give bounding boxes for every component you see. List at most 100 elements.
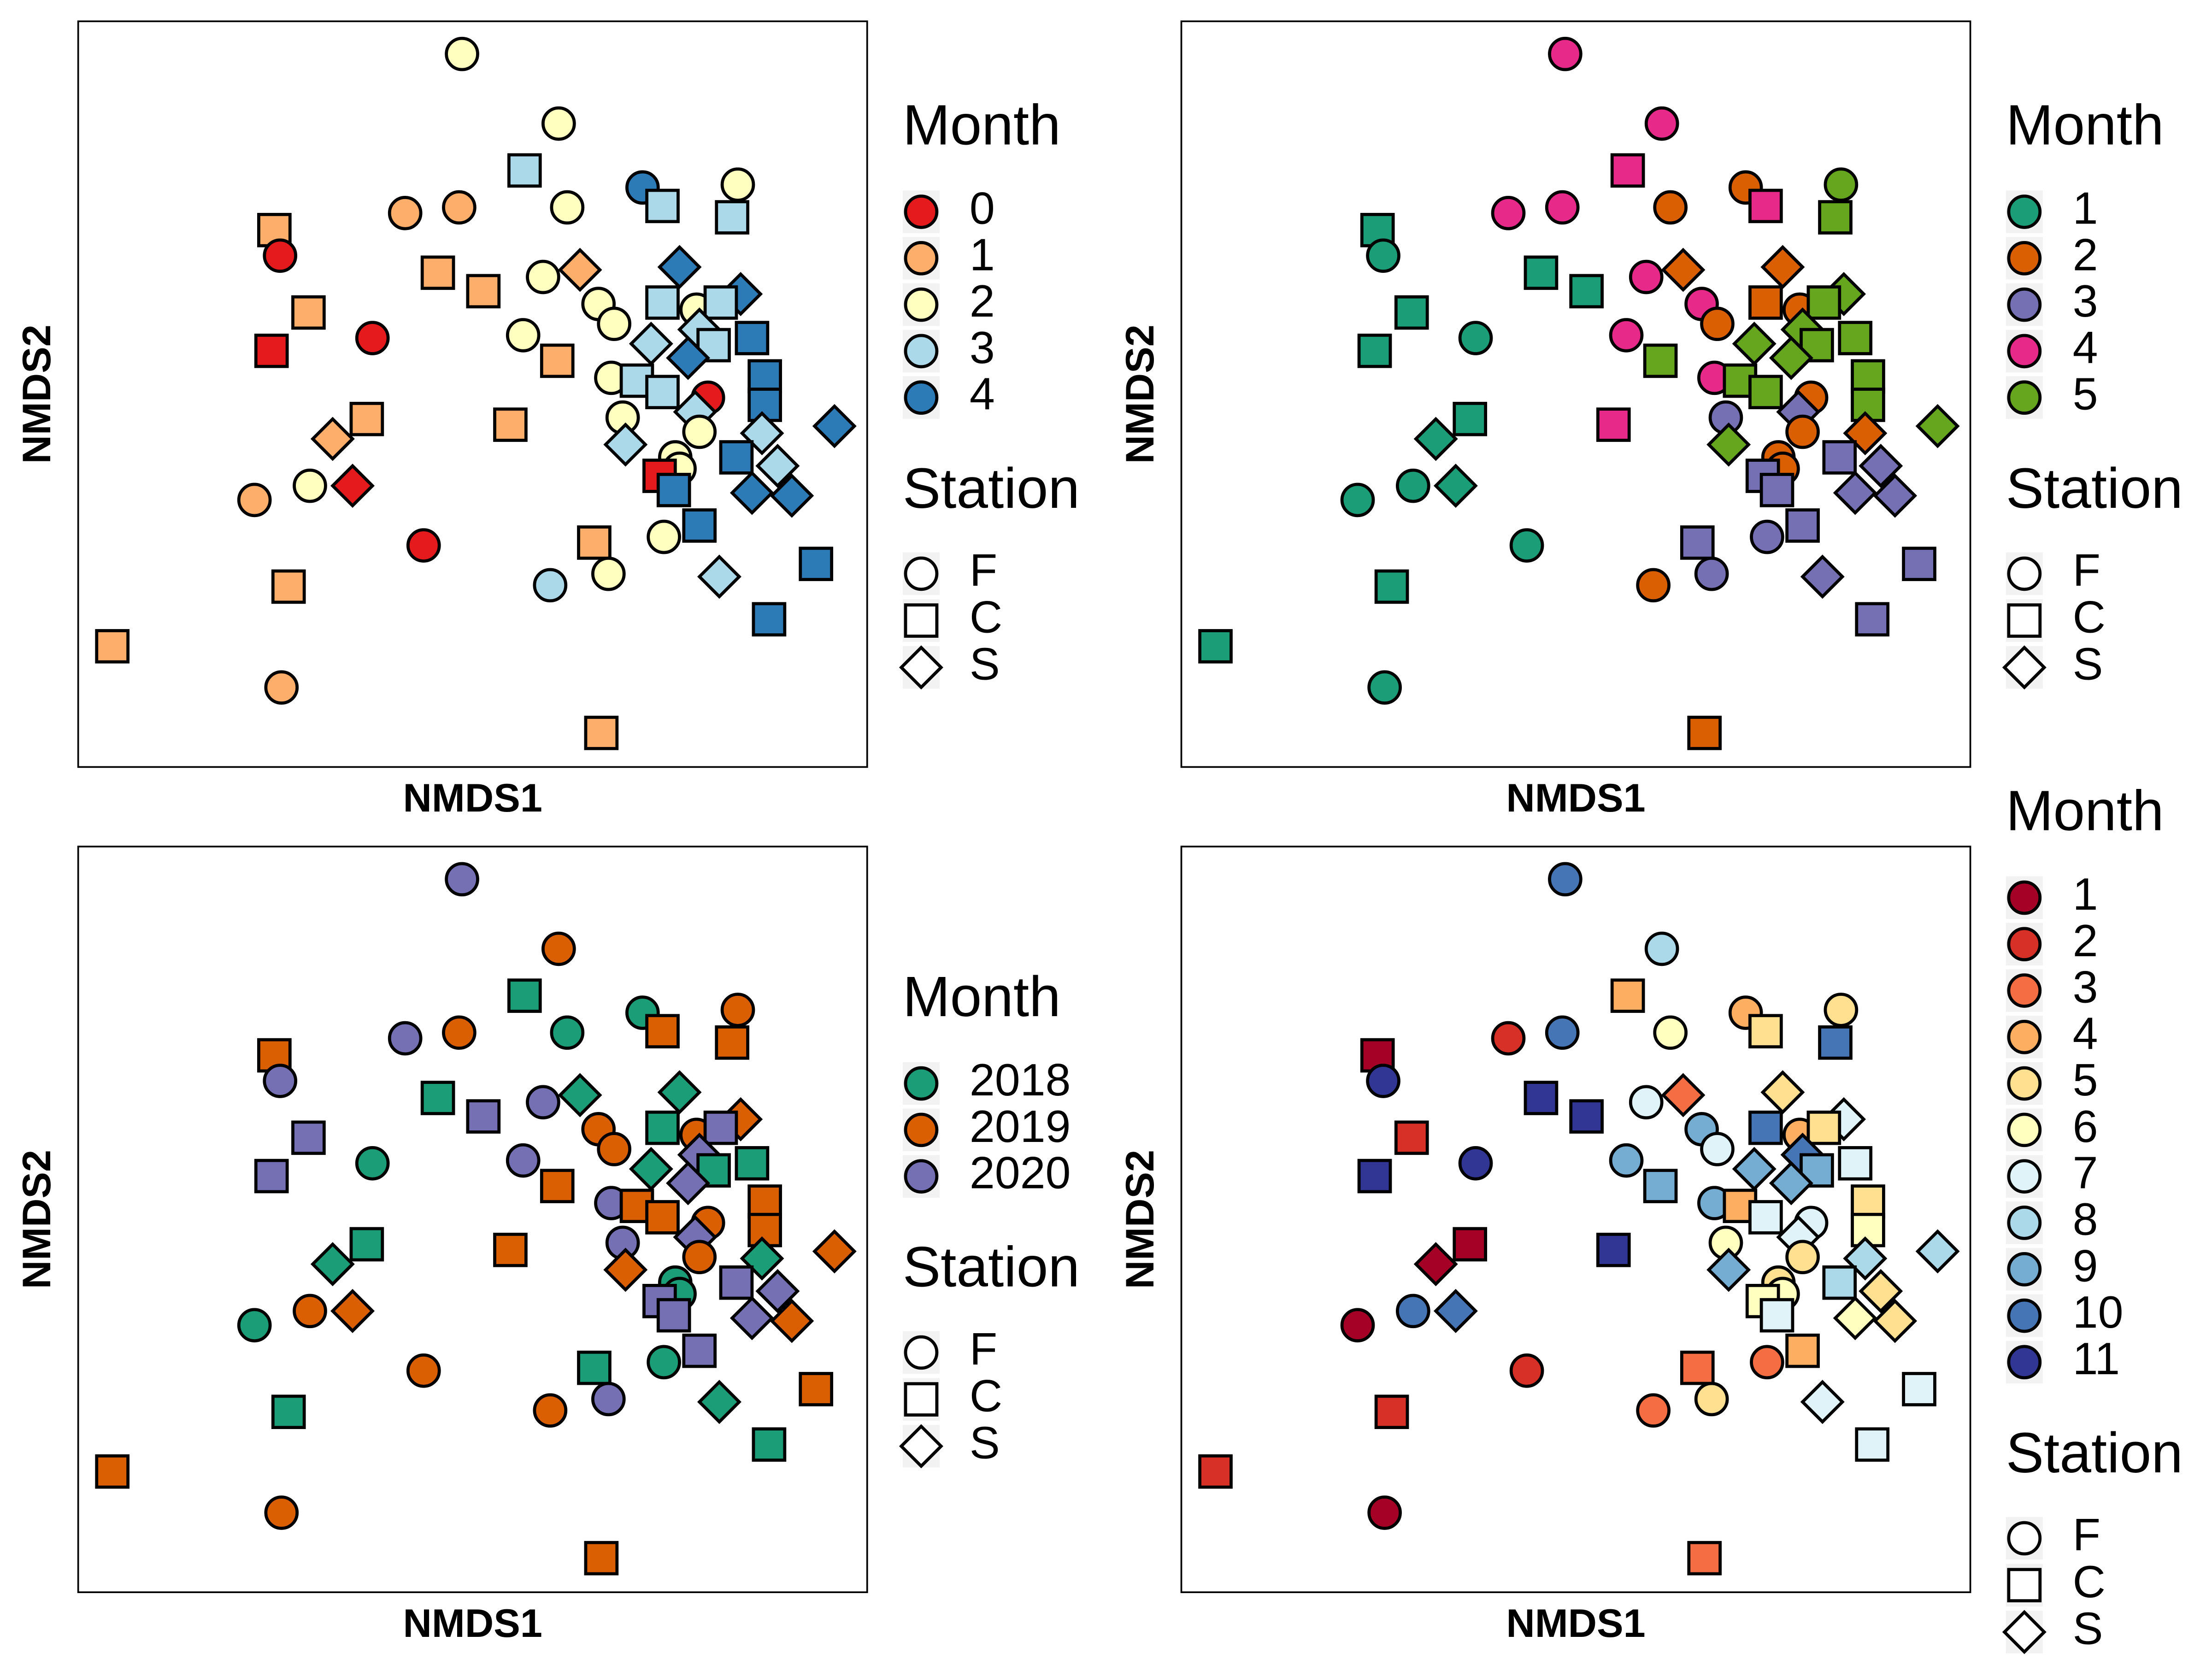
legend-label: F — [970, 545, 997, 595]
point — [719, 1265, 754, 1300]
legend-label: 11 — [2073, 1333, 2120, 1384]
point — [1413, 417, 1458, 461]
point — [682, 1333, 717, 1368]
point — [293, 468, 327, 503]
point — [603, 1247, 648, 1292]
legend-label: C — [970, 1371, 1002, 1421]
legend-label: C — [2073, 1556, 2106, 1607]
legend-label: 9 — [2073, 1240, 2098, 1291]
legend-swatch — [2007, 194, 2042, 229]
point — [666, 335, 711, 380]
legend-shape — [904, 556, 939, 591]
point — [1367, 670, 1402, 705]
point — [264, 670, 299, 705]
point — [1748, 188, 1783, 224]
legend-shape — [904, 1382, 939, 1417]
legend-swatch — [2007, 287, 2042, 322]
point — [541, 931, 576, 966]
point — [1366, 238, 1400, 273]
point — [1700, 306, 1735, 341]
legend-label: F — [2073, 545, 2100, 595]
point — [1636, 1393, 1671, 1428]
legend-label: S — [2073, 638, 2103, 689]
point — [271, 1394, 306, 1429]
point — [591, 1382, 626, 1417]
plot-panel — [1180, 20, 1971, 768]
point — [541, 106, 576, 141]
point — [406, 528, 441, 563]
point — [1357, 1159, 1392, 1194]
point — [1524, 255, 1559, 290]
point — [1855, 1427, 1890, 1462]
point — [1838, 321, 1873, 355]
point — [1509, 1353, 1544, 1388]
legend-label: 2 — [2073, 229, 2098, 280]
point — [1545, 190, 1580, 225]
legend-swatch — [2007, 927, 2042, 962]
point — [729, 471, 774, 515]
point — [493, 1233, 528, 1267]
legend-label: C — [970, 592, 1002, 642]
point — [1394, 295, 1429, 330]
point — [1785, 508, 1820, 543]
point — [1818, 200, 1853, 235]
point — [729, 1296, 774, 1341]
point — [703, 1110, 738, 1145]
legend-swatch — [2007, 1298, 2042, 1333]
point — [1491, 1021, 1526, 1056]
point — [540, 1169, 575, 1203]
point — [1759, 473, 1794, 507]
point — [506, 1143, 541, 1178]
legend-label: 1 — [2073, 869, 2098, 919]
legend-title: Month — [2006, 93, 2164, 157]
legend-label: 2018 — [970, 1054, 1071, 1105]
point — [330, 1288, 375, 1333]
point — [1694, 1382, 1729, 1417]
point — [603, 422, 648, 467]
legend-shape — [2007, 1568, 2042, 1603]
point — [526, 259, 560, 294]
legend-shape — [2007, 1521, 2042, 1556]
point — [666, 1161, 711, 1206]
point — [1458, 321, 1493, 355]
legend-swatch — [904, 380, 939, 415]
legend-swatch — [2007, 1066, 2042, 1101]
x-axis-label: NMDS1 — [1506, 1601, 1645, 1646]
point — [747, 1184, 782, 1219]
point — [1643, 1169, 1678, 1203]
point — [558, 1073, 602, 1118]
legend-label: 2 — [970, 276, 995, 326]
point — [1661, 1073, 1706, 1118]
point — [1524, 1081, 1559, 1115]
point — [1453, 401, 1488, 436]
point — [406, 1353, 441, 1388]
point — [715, 1025, 750, 1060]
point — [1759, 1298, 1794, 1333]
point — [752, 602, 787, 637]
point — [420, 255, 455, 290]
point — [1198, 629, 1233, 664]
point — [1609, 1143, 1644, 1178]
legend-title: Station — [903, 1235, 1080, 1299]
legend-title: Station — [903, 457, 1080, 520]
point — [1367, 1495, 1402, 1530]
point — [1433, 1288, 1478, 1333]
legend-shape — [899, 645, 943, 690]
point — [264, 1495, 299, 1530]
point — [95, 1454, 130, 1489]
point — [1413, 1242, 1458, 1287]
point — [1661, 247, 1706, 292]
point — [597, 306, 631, 341]
legend-swatch — [2007, 380, 2042, 415]
point — [1548, 36, 1583, 71]
point — [1340, 1308, 1375, 1342]
point — [735, 321, 770, 355]
point — [1785, 414, 1820, 449]
point — [442, 1015, 477, 1050]
x-axis-label: NMDS1 — [1506, 776, 1645, 820]
point — [656, 473, 691, 507]
point — [1833, 1296, 1877, 1341]
point — [310, 1242, 355, 1287]
point — [1851, 388, 1885, 422]
legend-label: 2 — [2073, 915, 2098, 966]
